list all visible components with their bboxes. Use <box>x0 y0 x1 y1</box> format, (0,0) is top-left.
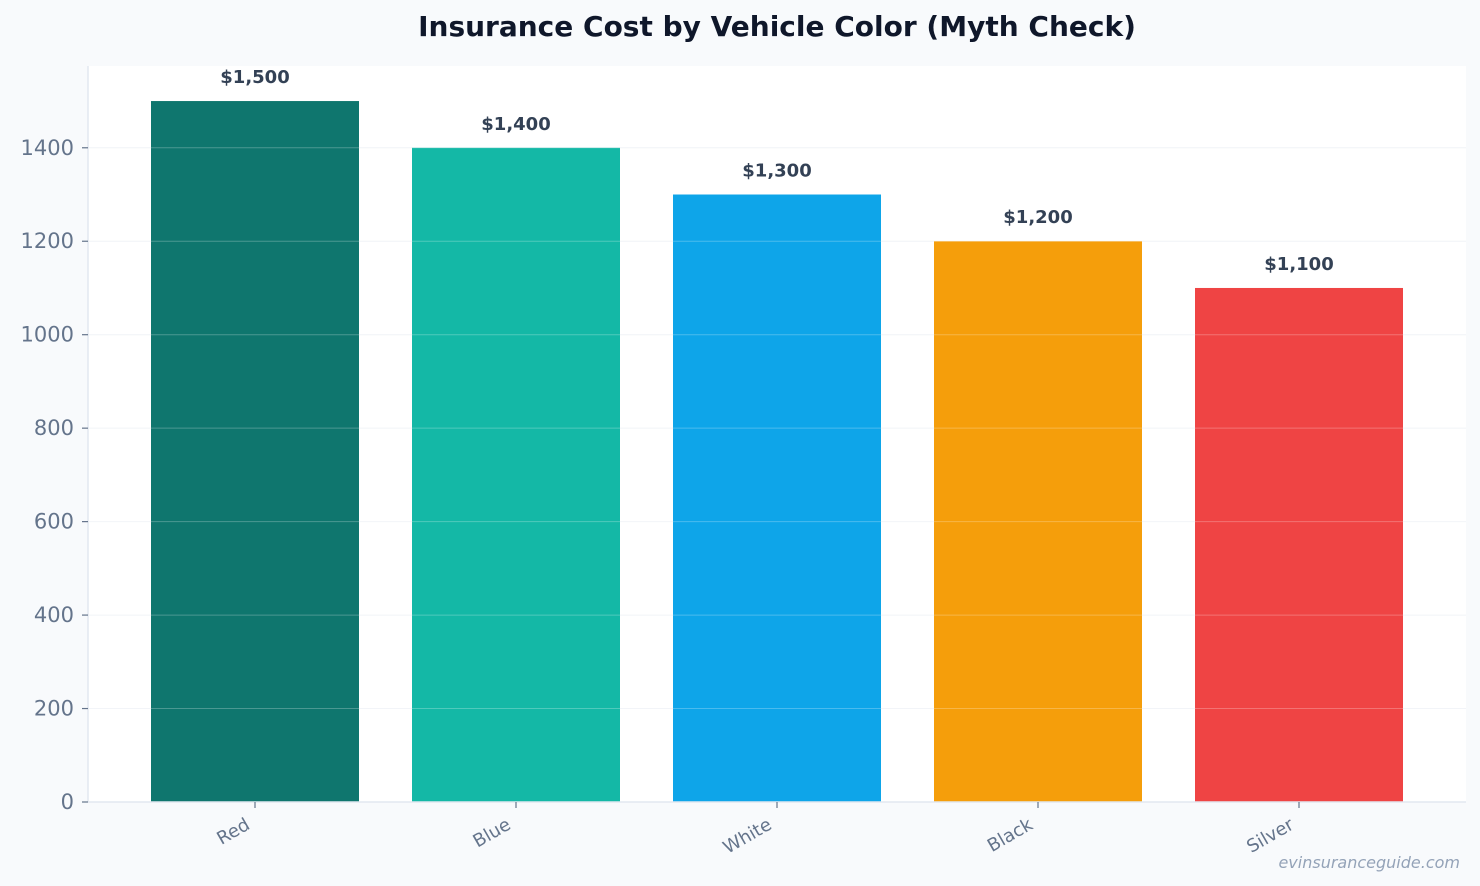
x-tick-label-white: White <box>720 814 776 858</box>
y-tick-label: 1000 <box>21 323 74 347</box>
gridlines-overlay <box>88 147 1466 710</box>
bar-white <box>673 194 881 802</box>
x-tick-label-black: Black <box>984 814 1037 857</box>
bar-red <box>151 101 359 803</box>
y-tick-label: 200 <box>34 697 74 721</box>
x-tick-label-silver: Silver <box>1243 814 1298 858</box>
value-label-red: $1,500 <box>220 67 289 88</box>
x-tick-label-blue: Blue <box>469 814 514 852</box>
y-tick-label: 600 <box>34 510 74 534</box>
y-axis-ticks: 0 200 400 600 800 1000 1200 1400 <box>21 136 88 814</box>
bar-blue <box>412 147 620 802</box>
value-label-white: $1,300 <box>742 161 811 182</box>
y-tick-label: 1400 <box>21 136 74 160</box>
value-label-blue: $1,400 <box>481 114 550 135</box>
value-label-silver: $1,100 <box>1264 254 1333 275</box>
bar-silver <box>1195 287 1403 802</box>
y-tick-label: 800 <box>34 416 74 440</box>
chart-title: Insurance Cost by Vehicle Color (Myth Ch… <box>418 10 1136 43</box>
watermark: evinsuranceguide.com <box>1278 853 1460 872</box>
bar-black <box>934 241 1142 802</box>
x-tick-label-red: Red <box>213 814 253 849</box>
bars <box>151 101 1403 803</box>
value-labels: $1,500 $1,400 $1,300 $1,200 $1,100 <box>220 67 1333 275</box>
value-label-black: $1,200 <box>1003 207 1072 228</box>
y-tick-label: 400 <box>34 603 74 627</box>
x-axis-ticks: Red Blue White Black Silver <box>213 802 1300 859</box>
y-tick-label: 0 <box>61 790 74 814</box>
y-tick-label: 1200 <box>21 229 74 253</box>
